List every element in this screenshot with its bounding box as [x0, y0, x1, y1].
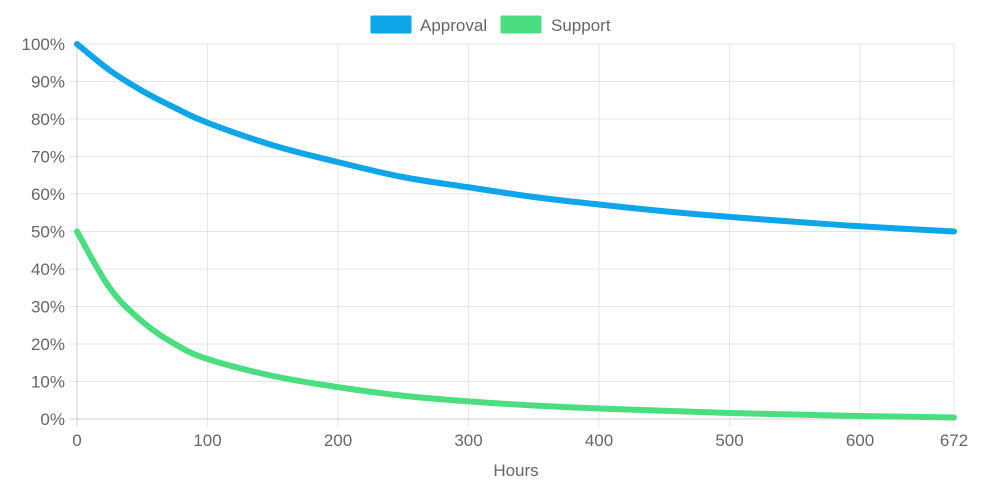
y-tick-label: 90% [31, 73, 65, 92]
y-tick-label: 80% [31, 110, 65, 129]
series-line-approval[interactable] [74, 41, 957, 235]
x-axis-title: Hours [493, 461, 538, 480]
x-axis-ticks: 0 100 200 300 400 500 600 672 [72, 431, 968, 450]
legend: Approval Support [370, 15, 611, 35]
x-tick-label: 672 [940, 431, 968, 450]
grid [69, 43, 955, 427]
legend-item-approval[interactable]: Approval [370, 15, 487, 35]
x-tick-label: 500 [715, 431, 743, 450]
y-axis-ticks: 0% 10% 20% 30% 40% 50% 60% 70% 80% 90% 100% [22, 35, 65, 429]
x-tick-label: 400 [585, 431, 613, 450]
legend-swatch-support [500, 15, 542, 34]
y-tick-label: 30% [31, 298, 65, 317]
x-tick-label: 100 [193, 431, 221, 450]
legend-label-approval: Approval [420, 16, 487, 35]
y-tick-label: 50% [31, 223, 65, 242]
y-tick-label: 10% [31, 373, 65, 392]
y-tick-label: 100% [22, 35, 65, 54]
legend-item-support[interactable]: Support [500, 15, 611, 35]
x-tick-label: 600 [846, 431, 874, 450]
x-tick-label: 300 [454, 431, 482, 450]
series-line-support[interactable] [74, 228, 957, 421]
legend-label-support: Support [551, 16, 611, 35]
y-tick-label: 20% [31, 335, 65, 354]
y-tick-label: 60% [31, 185, 65, 204]
series-lines [74, 41, 957, 421]
y-tick-label: 70% [31, 148, 65, 167]
legend-swatch-approval [370, 15, 412, 34]
y-tick-label: 0% [40, 410, 65, 429]
x-tick-label: 200 [324, 431, 352, 450]
y-tick-label: 40% [31, 260, 65, 279]
x-tick-label: 0 [72, 431, 81, 450]
